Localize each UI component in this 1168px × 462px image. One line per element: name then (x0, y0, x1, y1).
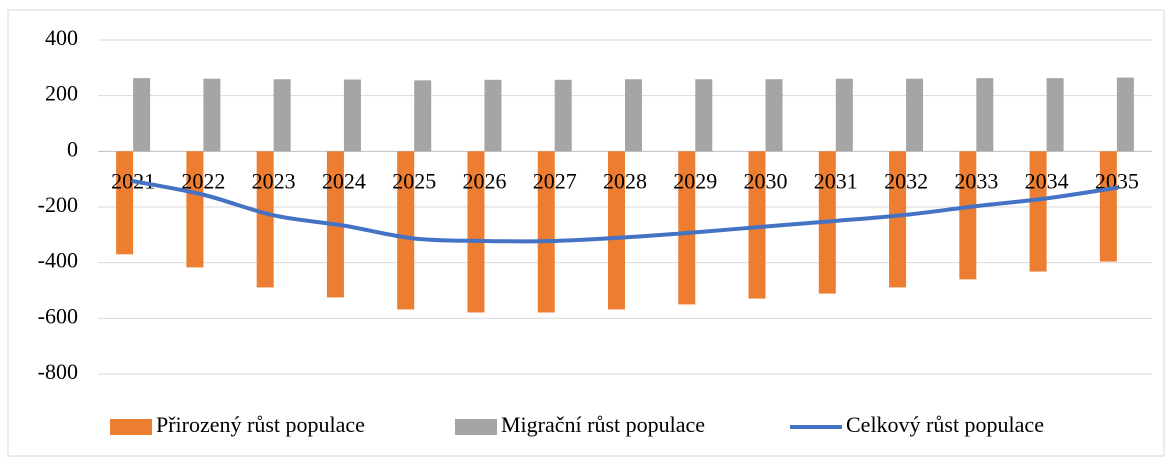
x-tick-label: 2031 (814, 168, 858, 193)
y-tick-label: -800 (38, 359, 78, 384)
x-tick-label: 2022 (181, 168, 225, 193)
bar (1046, 78, 1064, 152)
y-tick-label: 200 (45, 81, 78, 106)
bar (273, 79, 291, 152)
bar (554, 79, 572, 152)
bar (976, 78, 994, 152)
bar (695, 79, 713, 152)
bar (625, 79, 642, 152)
x-tick-label: 2032 (884, 168, 928, 193)
y-tick-label: -400 (38, 248, 78, 273)
bar (203, 78, 221, 152)
x-tick-label: 2024 (322, 168, 366, 193)
bar (397, 151, 415, 310)
bar (1116, 77, 1134, 152)
y-tick-label: 400 (45, 25, 78, 50)
bar (1099, 151, 1117, 262)
legend-label: Migrační růst populace (501, 412, 705, 437)
bar (678, 151, 696, 305)
chart-frame (7, 9, 1165, 457)
bar (133, 78, 151, 152)
bar (1029, 151, 1047, 272)
x-tick-label: 2030 (744, 168, 788, 193)
legend-swatch (455, 419, 497, 435)
line (131, 179, 1119, 244)
bar (116, 151, 134, 255)
x-tick-label: 2025 (392, 168, 436, 193)
legend-swatch (110, 419, 152, 435)
x-tick-label: 2033 (954, 168, 998, 193)
bar (959, 151, 977, 280)
y-tick-label: -200 (38, 192, 78, 217)
x-tick-label: 2026 (462, 168, 506, 193)
y-tick-label: -600 (38, 303, 78, 328)
legend-label: Přirozený růst populace (156, 412, 365, 437)
legend-label: Celkový růst populace (846, 412, 1044, 437)
x-tick-label: 2034 (1025, 168, 1069, 193)
x-tick-label: 2028 (603, 168, 647, 193)
bar (414, 80, 432, 152)
bar (186, 151, 204, 268)
bar (889, 151, 907, 288)
x-tick-label: 2023 (252, 168, 296, 193)
bar (765, 79, 783, 152)
bar (484, 79, 502, 152)
y-tick-label: 0 (67, 136, 78, 161)
bar (748, 151, 766, 299)
bar (467, 151, 485, 313)
bar (343, 79, 361, 152)
bar (906, 78, 924, 152)
bar (608, 151, 625, 310)
bar (256, 151, 274, 288)
x-tick-label: 2029 (673, 168, 717, 193)
bar (537, 151, 555, 313)
bar (835, 78, 853, 152)
x-tick-label: 2027 (533, 168, 577, 193)
